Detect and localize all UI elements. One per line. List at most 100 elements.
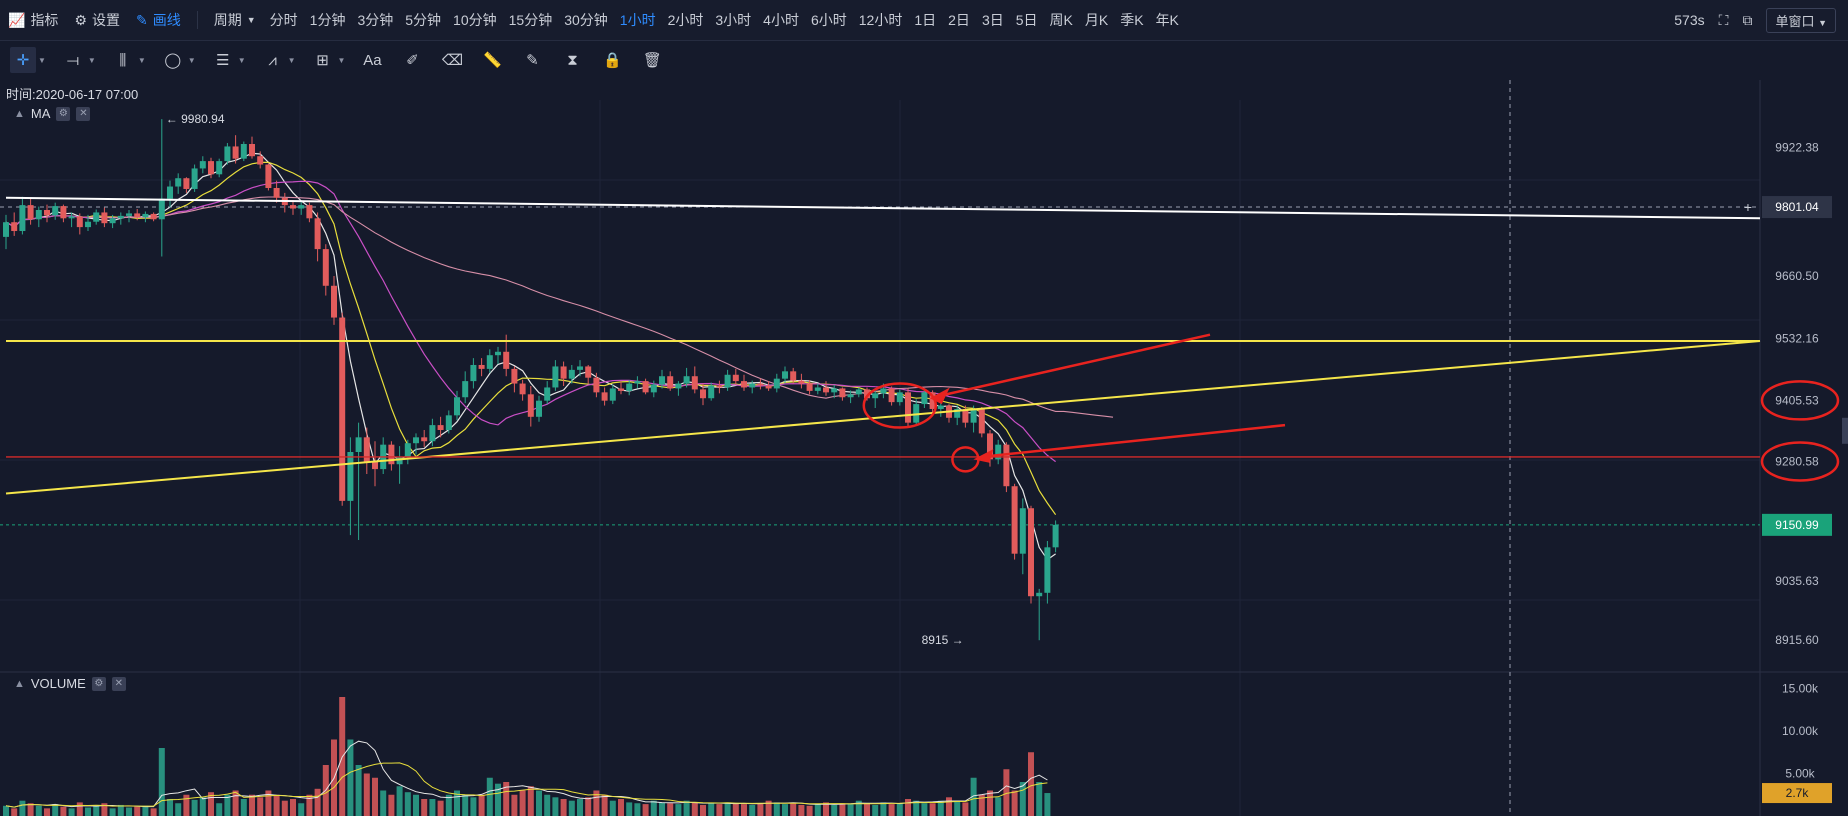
- candle-body[interactable]: [60, 206, 67, 219]
- candle-body[interactable]: [396, 456, 403, 465]
- period-17[interactable]: 周K: [1049, 12, 1073, 28]
- candle-body[interactable]: [1028, 508, 1034, 597]
- candle-body[interactable]: [191, 168, 198, 189]
- candle-body[interactable]: [85, 221, 91, 228]
- candle-body[interactable]: [290, 205, 296, 209]
- candle-body[interactable]: [68, 216, 75, 219]
- period-3[interactable]: 5分钟: [405, 12, 442, 28]
- period-5[interactable]: 15分钟: [508, 12, 553, 28]
- candle-body[interactable]: [44, 210, 50, 216]
- candle-body[interactable]: [700, 389, 706, 399]
- crosshair-icon[interactable]: ✛: [10, 47, 36, 73]
- candle-body[interactable]: [708, 385, 715, 399]
- settings-button[interactable]: ⚙ 设置: [66, 10, 128, 30]
- period-dropdown[interactable]: 周期 ▼: [206, 10, 264, 30]
- candle-body[interactable]: [741, 381, 747, 388]
- candle-body[interactable]: [601, 392, 608, 401]
- candle-body[interactable]: [880, 388, 887, 394]
- period-0[interactable]: 分时: [269, 12, 298, 28]
- candle-body[interactable]: [831, 388, 838, 393]
- candle-body[interactable]: [404, 443, 411, 457]
- period-2[interactable]: 3分钟: [357, 12, 394, 28]
- pen-icon[interactable]: ✎: [526, 52, 539, 69]
- candle-body[interactable]: [585, 366, 592, 378]
- candle-body[interactable]: [855, 389, 862, 395]
- candle-body[interactable]: [921, 392, 928, 405]
- period-12[interactable]: 12小时: [858, 12, 903, 28]
- candle-body[interactable]: [322, 249, 329, 286]
- candle-body[interactable]: [52, 206, 59, 216]
- period-13[interactable]: 1日: [914, 12, 937, 28]
- candle-body[interactable]: [503, 351, 510, 369]
- candle-body[interactable]: [839, 388, 846, 398]
- candle-body[interactable]: [634, 381, 641, 384]
- period-9[interactable]: 3小时: [715, 12, 752, 28]
- candle-body[interactable]: [765, 385, 772, 389]
- candlestick-chart[interactable]: ← 9980.94 8915 → 9922.38 + 9801.04 9660.50 953…: [0, 80, 1848, 816]
- trend-line-yellow[interactable]: [5, 340, 1761, 495]
- period-6[interactable]: 30分钟: [564, 12, 608, 28]
- candle-body[interactable]: [101, 212, 108, 224]
- candle-body[interactable]: [199, 161, 206, 169]
- candle-body[interactable]: [724, 374, 731, 388]
- period-10[interactable]: 4小时: [763, 12, 799, 28]
- period-7[interactable]: 1小时: [619, 12, 656, 28]
- candle-body[interactable]: [667, 376, 674, 389]
- candle-body[interactable]: [536, 400, 542, 417]
- trash-icon[interactable]: 🗑: [642, 52, 662, 69]
- collapse-icon[interactable]: ▲: [14, 107, 25, 120]
- candle-body[interactable]: [823, 387, 829, 393]
- candle-body[interactable]: [372, 461, 378, 470]
- candle-body[interactable]: [732, 374, 739, 382]
- period-4[interactable]: 10分钟: [453, 12, 497, 28]
- candle-body[interactable]: [183, 178, 190, 189]
- candle-body[interactable]: [995, 444, 1002, 460]
- candle-body[interactable]: [445, 415, 452, 430]
- candle-body[interactable]: [577, 366, 583, 370]
- candle-body[interactable]: [11, 222, 18, 232]
- trend-line-white[interactable]: [5, 196, 1761, 220]
- candle-body[interactable]: [314, 218, 321, 250]
- candle-body[interactable]: [224, 146, 231, 162]
- candle-body[interactable]: [76, 216, 83, 228]
- candle-body[interactable]: [782, 371, 788, 379]
- candle-body[interactable]: [1036, 592, 1043, 597]
- candle-body[interactable]: [790, 371, 797, 381]
- gear-icon[interactable]: ⚙: [56, 106, 71, 121]
- fibonacci-icon[interactable]: ☰: [215, 52, 230, 69]
- period-16[interactable]: 5日: [1015, 12, 1038, 28]
- magnet-icon[interactable]: ⧗: [567, 51, 578, 69]
- candle-body[interactable]: [388, 444, 395, 465]
- candle-body[interactable]: [552, 366, 559, 388]
- window-mode-select[interactable]: 单窗口 ▼: [1766, 7, 1836, 33]
- candle-body[interactable]: [568, 369, 575, 379]
- eraser-icon[interactable]: ⌫: [441, 52, 464, 69]
- candle-body[interactable]: [872, 393, 879, 399]
- candle-body[interactable]: [675, 383, 682, 389]
- collapse-icon[interactable]: ▲: [14, 677, 25, 690]
- period-11[interactable]: 6小时: [810, 12, 847, 28]
- candle-body[interactable]: [609, 388, 616, 401]
- candle-body[interactable]: [798, 380, 805, 384]
- fullscreen-icon[interactable]: ⛶: [1718, 11, 1729, 28]
- candle-body[interactable]: [691, 376, 698, 390]
- period-15[interactable]: 3日: [981, 12, 1004, 28]
- candle-body[interactable]: [970, 408, 977, 423]
- candle-body[interactable]: [421, 437, 428, 442]
- candle-body[interactable]: [232, 146, 239, 159]
- period-18[interactable]: 月K: [1084, 12, 1109, 28]
- candle-body[interactable]: [347, 452, 354, 501]
- candle-body[interactable]: [486, 355, 493, 369]
- candle-body[interactable]: [773, 378, 780, 389]
- candle-body[interactable]: [158, 198, 165, 220]
- candle-body[interactable]: [257, 156, 264, 165]
- period-20[interactable]: 年K: [1155, 12, 1179, 28]
- brush-icon[interactable]: ✐: [406, 52, 419, 69]
- candle-body[interactable]: [109, 218, 116, 224]
- candle-body[interactable]: [454, 397, 460, 416]
- candle-body[interactable]: [363, 437, 370, 462]
- candle-body[interactable]: [1011, 486, 1018, 554]
- candle-body[interactable]: [249, 144, 255, 157]
- candle-body[interactable]: [1044, 547, 1051, 593]
- candle-body[interactable]: [437, 425, 444, 430]
